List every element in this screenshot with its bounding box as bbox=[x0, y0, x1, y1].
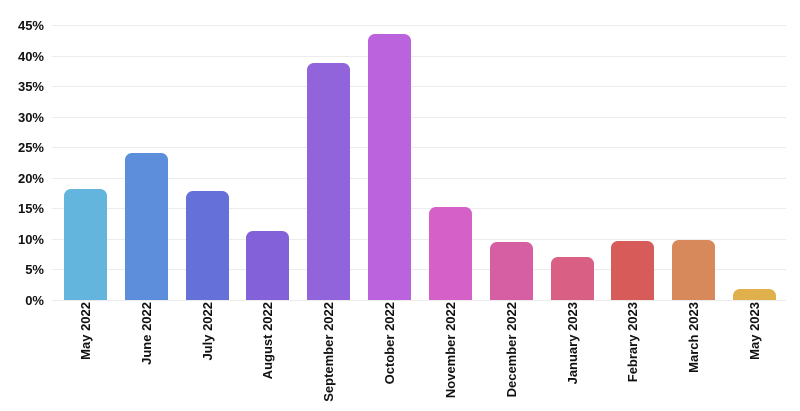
y-tick-label-15%: 15% bbox=[17, 201, 44, 217]
x-tick-label-august-2022: August 2022 bbox=[260, 302, 276, 380]
gridline-30% bbox=[52, 116, 786, 118]
gridline-0% bbox=[52, 300, 786, 301]
x-tick-label-may-2023: May 2023 bbox=[747, 302, 763, 360]
x-tick-label-june-2022: June 2022 bbox=[138, 302, 154, 365]
y-tick-label-45%: 45% bbox=[17, 18, 44, 33]
gridline-15% bbox=[52, 208, 786, 210]
bar-december-2022 bbox=[489, 241, 533, 300]
bar-febrary-2023 bbox=[611, 240, 655, 300]
bar-march-2023 bbox=[672, 240, 716, 300]
y-tick-label-10%: 10% bbox=[17, 231, 44, 247]
bar-january-2023 bbox=[550, 256, 594, 300]
gridline-40% bbox=[52, 55, 786, 57]
y-tick-label-30%: 30% bbox=[17, 109, 44, 125]
x-label-cell: August 2022 bbox=[246, 302, 289, 408]
x-tick-label-febrary-2023: Febrary 2023 bbox=[625, 302, 641, 383]
gridline-35% bbox=[52, 86, 786, 88]
x-axis: May 2022 June 2022 July 2022 August 2022 Sep… bbox=[55, 302, 785, 408]
gridline-10% bbox=[52, 238, 786, 240]
bar-october-2022 bbox=[368, 34, 412, 300]
x-tick-label-may-2022: May 2022 bbox=[77, 302, 93, 360]
gridline-45% bbox=[52, 25, 786, 26]
bar-may-2022 bbox=[63, 188, 107, 300]
bar-september-2022 bbox=[307, 62, 351, 300]
y-tick-label-20%: 20% bbox=[17, 170, 44, 186]
x-tick-label-march-2023: March 2023 bbox=[686, 302, 702, 373]
gridline-5% bbox=[52, 269, 786, 271]
x-tick-label-january-2023: January 2023 bbox=[564, 302, 580, 385]
bar-july-2022 bbox=[185, 190, 229, 300]
x-label-cell: September 2022 bbox=[307, 302, 350, 408]
x-tick-label-september-2022: September 2022 bbox=[321, 302, 337, 402]
y-tick-label-5%: 5% bbox=[25, 262, 44, 278]
x-label-cell: July 2022 bbox=[186, 302, 229, 408]
x-label-cell: January 2023 bbox=[551, 302, 594, 408]
y-tick-label-35%: 35% bbox=[17, 79, 44, 95]
x-label-cell: October 2022 bbox=[368, 302, 411, 408]
x-label-cell: June 2022 bbox=[125, 302, 168, 408]
x-tick-label-october-2022: October 2022 bbox=[382, 302, 398, 385]
gridline-25% bbox=[52, 147, 786, 149]
y-tick-label-25%: 25% bbox=[17, 140, 44, 156]
x-label-cell: November 2022 bbox=[429, 302, 472, 408]
x-label-cell: March 2023 bbox=[672, 302, 715, 408]
bar-june-2022 bbox=[124, 152, 168, 300]
x-label-cell: December 2022 bbox=[490, 302, 533, 408]
bars-container bbox=[55, 25, 785, 300]
x-tick-label-december-2022: December 2022 bbox=[503, 302, 519, 398]
x-label-cell: May 2022 bbox=[64, 302, 107, 408]
y-tick-label-0%: 0% bbox=[25, 293, 44, 308]
x-label-cell: Febrary 2023 bbox=[611, 302, 654, 408]
x-tick-label-july-2022: July 2022 bbox=[199, 302, 215, 361]
bar-august-2022 bbox=[246, 230, 290, 300]
gridline-20% bbox=[52, 177, 786, 179]
y-tick-label-40%: 40% bbox=[17, 48, 44, 64]
bar-november-2022 bbox=[428, 206, 472, 300]
x-tick-label-november-2022: November 2022 bbox=[442, 302, 458, 399]
x-label-cell: May 2023 bbox=[733, 302, 776, 408]
bar-may-2023 bbox=[733, 289, 777, 300]
